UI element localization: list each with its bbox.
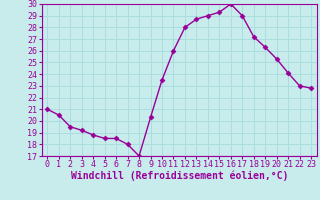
X-axis label: Windchill (Refroidissement éolien,°C): Windchill (Refroidissement éolien,°C) — [70, 171, 288, 181]
